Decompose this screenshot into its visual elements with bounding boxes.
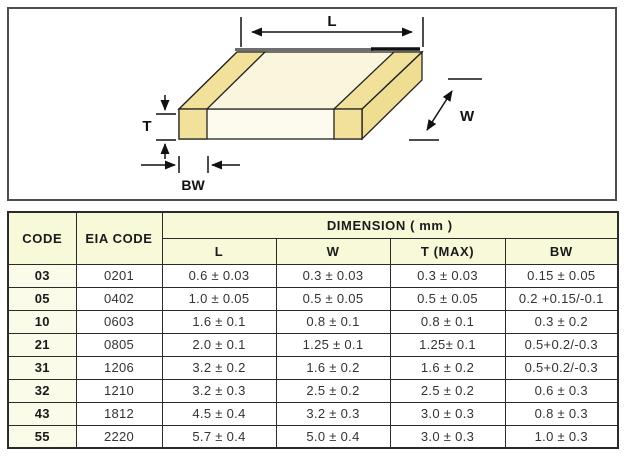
w-cell: 0.3 ± 0.03 bbox=[275, 263, 391, 288]
l-cell: 2.0 ± 0.1 bbox=[161, 332, 277, 357]
eia-code-cell: 0402 bbox=[75, 286, 163, 311]
l-cell: 3.2 ± 0.2 bbox=[161, 355, 277, 380]
t-cell: 1.25± 0.1 bbox=[389, 332, 506, 357]
w-cell: 5.0 ± 0.4 bbox=[275, 424, 391, 449]
t-cell: 0.5 ± 0.05 bbox=[389, 286, 506, 311]
eia-code-cell: 1206 bbox=[75, 355, 163, 380]
header-t-max: T (MAX) bbox=[389, 237, 506, 265]
eia-code-cell: 0201 bbox=[75, 263, 163, 288]
header-dimension-mm: DIMENSION ( mm ) bbox=[161, 211, 619, 239]
code-cell: 43 bbox=[7, 401, 77, 426]
table-row: 55 2220 5.7 ± 0.4 5.0 ± 0.4 3.0 ± 0.3 1.… bbox=[7, 424, 619, 449]
eia-code-cell: 0603 bbox=[75, 309, 163, 334]
chip-front-right-terminal bbox=[333, 108, 363, 140]
header-l: L bbox=[161, 237, 277, 265]
code-cell: 32 bbox=[7, 378, 77, 403]
eia-code-cell: 1812 bbox=[75, 401, 163, 426]
eia-code-cell: 2220 bbox=[75, 424, 163, 449]
header-bw: BW bbox=[504, 237, 619, 265]
bw-dimension-label: BW bbox=[181, 177, 205, 193]
table-row: 05 0402 1.0 ± 0.05 0.5 ± 0.05 0.5 ± 0.05… bbox=[7, 286, 619, 311]
chip-front-left-terminal bbox=[178, 108, 208, 140]
code-cell: 03 bbox=[7, 263, 77, 288]
bw-cell: 0.8 ± 0.3 bbox=[504, 401, 619, 426]
bw-cell: 0.5+0.2/-0.3 bbox=[504, 332, 619, 357]
chip-diagram-frame: L W T BW bbox=[7, 7, 617, 201]
code-cell: 21 bbox=[7, 332, 77, 357]
code-cell: 10 bbox=[7, 309, 77, 334]
bw-cell: 0.6 ± 0.3 bbox=[504, 378, 619, 403]
table-row: 32 1210 3.2 ± 0.3 2.5 ± 0.2 2.5 ± 0.2 0.… bbox=[7, 378, 619, 403]
dimension-table-header: CODE EIA CODE DIMENSION ( mm ) L W T (MA… bbox=[7, 211, 619, 265]
w-cell: 0.8 ± 0.1 bbox=[275, 309, 391, 334]
eia-code-cell: 1210 bbox=[75, 378, 163, 403]
t-cell: 3.0 ± 0.3 bbox=[389, 424, 506, 449]
header-eia-code: EIA CODE bbox=[75, 211, 163, 265]
code-cell: 55 bbox=[7, 424, 77, 449]
w-dimension-arrow bbox=[426, 90, 453, 131]
w-cell: 1.25 ± 0.1 bbox=[275, 332, 391, 357]
t-cell: 1.6 ± 0.2 bbox=[389, 355, 506, 380]
chip-dimension-diagram: L W T BW bbox=[141, 13, 482, 193]
t-dimension-label: T bbox=[142, 118, 151, 135]
table-row: 31 1206 3.2 ± 0.2 1.6 ± 0.2 1.6 ± 0.2 0.… bbox=[7, 355, 619, 380]
table-row: 03 0201 0.6 ± 0.03 0.3 ± 0.03 0.3 ± 0.03… bbox=[7, 263, 619, 288]
l-dimension-label: L bbox=[327, 13, 336, 30]
l-cell: 0.6 ± 0.03 bbox=[161, 263, 277, 288]
t-cell: 2.5 ± 0.2 bbox=[389, 378, 506, 403]
l-cell: 1.6 ± 0.1 bbox=[161, 309, 277, 334]
bw-cell: 0.2 +0.15/-0.1 bbox=[504, 286, 619, 311]
t-cell: 0.3 ± 0.03 bbox=[389, 263, 506, 288]
bw-cell: 1.0 ± 0.3 bbox=[504, 424, 619, 449]
l-cell: 4.5 ± 0.4 bbox=[161, 401, 277, 426]
table-row: 10 0603 1.6 ± 0.1 0.8 ± 0.1 0.8 ± 0.1 0.… bbox=[7, 309, 619, 334]
code-cell: 05 bbox=[7, 286, 77, 311]
l-cell: 5.7 ± 0.4 bbox=[161, 424, 277, 449]
t-cell: 3.0 ± 0.3 bbox=[389, 401, 506, 426]
dimension-table: CODE EIA CODE DIMENSION ( mm ) L W T (MA… bbox=[7, 211, 620, 449]
header-code: CODE bbox=[7, 211, 77, 265]
header-w: W bbox=[275, 237, 391, 265]
w-cell: 1.6 ± 0.2 bbox=[275, 355, 391, 380]
t-cell: 0.8 ± 0.1 bbox=[389, 309, 506, 334]
table-row: 43 1812 4.5 ± 0.4 3.2 ± 0.3 3.0 ± 0.3 0.… bbox=[7, 401, 619, 426]
w-cell: 0.5 ± 0.05 bbox=[275, 286, 391, 311]
bw-cell: 0.3 ± 0.2 bbox=[504, 309, 619, 334]
eia-code-cell: 0805 bbox=[75, 332, 163, 357]
w-cell: 2.5 ± 0.2 bbox=[275, 378, 391, 403]
l-cell: 1.0 ± 0.05 bbox=[161, 286, 277, 311]
bw-cell: 0.15 ± 0.05 bbox=[504, 263, 619, 288]
table-row: 21 0805 2.0 ± 0.1 1.25 ± 0.1 1.25± 0.1 0… bbox=[7, 332, 619, 357]
bw-cell: 0.5+0.2/-0.3 bbox=[504, 355, 619, 380]
w-dimension-label: W bbox=[460, 108, 475, 125]
l-cell: 3.2 ± 0.3 bbox=[161, 378, 277, 403]
code-cell: 31 bbox=[7, 355, 77, 380]
w-cell: 3.2 ± 0.3 bbox=[275, 401, 391, 426]
